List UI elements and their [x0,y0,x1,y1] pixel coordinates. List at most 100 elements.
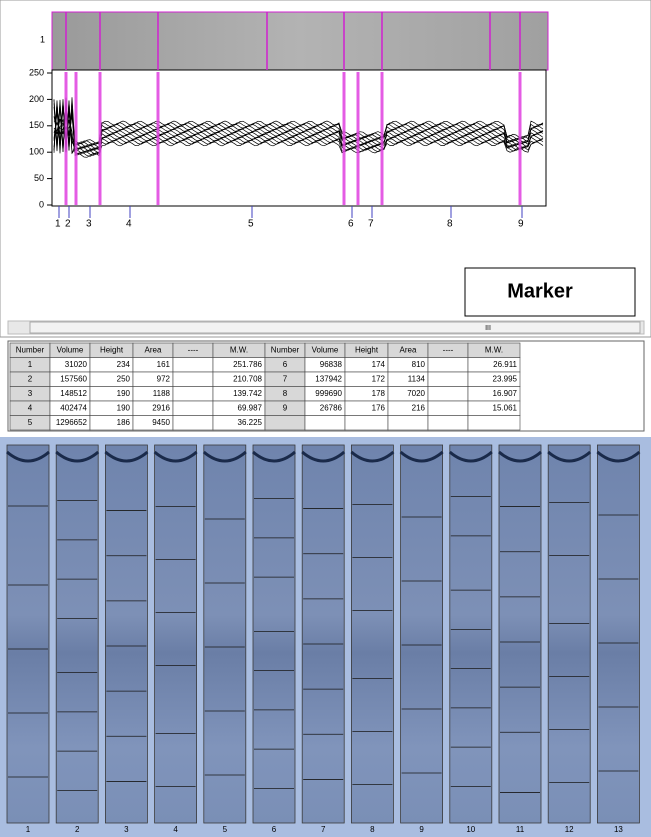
cell-text: 251.786 [233,360,262,369]
cell-text: 7020 [407,389,425,398]
cell-text: 1188 [153,389,171,398]
cell-text: 15.061 [493,403,518,412]
lane-label: 8 [370,825,375,834]
cell-text: 8 [283,389,288,398]
cell-text: 190 [117,403,131,412]
cell-text: 6 [283,360,288,369]
table-cell [468,416,520,431]
cell-text: 26.911 [493,360,517,369]
table-cell [345,416,388,431]
strip-label: 1 [40,34,45,44]
table-cell [173,387,213,402]
header-text: Area [145,345,162,354]
lane-label: 9 [419,825,424,834]
profile-plot [52,70,546,206]
cell-text: 176 [372,403,386,412]
cell-text: 69.987 [238,403,263,412]
header-text: Number [16,345,45,354]
cell-text: 9 [283,403,288,412]
header-text: M.W. [485,345,503,354]
page: 1 Marker III 250200150100500123456789Num… [0,0,651,837]
marker-label: 3 [86,219,92,230]
cell-text: 148512 [60,389,87,398]
marker-label: 9 [518,219,524,230]
gel-lane [597,445,639,823]
marker-button-label: Marker [507,280,573,302]
gel-lane [548,445,590,823]
gel-lane [401,445,443,823]
y-tick-label: 250 [29,67,44,77]
y-tick-label: 50 [34,173,44,183]
y-tick-label: 150 [29,120,44,130]
table-cell [428,416,468,431]
cell-text: 250 [117,374,131,383]
table-cell [305,416,345,431]
table-cell [173,401,213,416]
cell-text: 137942 [315,374,342,383]
table-cell [428,372,468,387]
scroll-thumb[interactable] [30,322,640,333]
cell-text: 26786 [320,403,343,412]
lane-label: 2 [75,825,80,834]
lane-label: 10 [466,825,475,834]
gel-lane [7,445,49,823]
cell-text: 172 [372,374,386,383]
cell-text: 402474 [60,403,87,412]
y-tick-label: 0 [39,199,44,209]
y-tick-label: 200 [29,94,44,104]
marker-label: 1 [55,219,61,230]
cell-text: 139.742 [233,389,262,398]
scroll-grip: III [485,325,491,332]
lane-label: 11 [516,825,525,834]
table-cell [173,372,213,387]
gel-lane [253,445,295,823]
table-cell [265,416,305,431]
table-cell [428,387,468,402]
header-text: Volume [57,345,84,354]
header-text: Number [271,345,300,354]
cell-text: 3 [28,389,33,398]
cell-text: 810 [412,360,426,369]
cell-text: 972 [157,374,171,383]
cell-text: 161 [157,360,171,369]
table-cell [428,358,468,373]
lane-label: 13 [614,825,623,834]
table-cell [388,416,428,431]
cell-text: 999690 [315,389,342,398]
header-text: Area [400,345,417,354]
cell-text: 178 [372,389,386,398]
header-text: ---- [443,345,454,354]
lane-label: 6 [272,825,277,834]
cell-text: 96838 [320,360,343,369]
lane-label: 12 [565,825,574,834]
table-cell [428,401,468,416]
lane-label: 3 [124,825,129,834]
lane-label: 4 [173,825,178,834]
cell-text: 4 [28,403,33,412]
cell-text: 31020 [65,360,88,369]
cell-text: 5 [28,418,33,427]
gel-lane [302,445,344,823]
screenshot: 1 Marker III 250200150100500123456789Num… [0,0,651,837]
gel-lane [105,445,147,823]
marker-label: 8 [447,219,453,230]
cell-text: 1134 [408,374,426,383]
gel-lane [499,445,541,823]
cell-text: 186 [117,418,131,427]
header-text: M.W. [230,345,248,354]
cell-text: 36.225 [238,418,263,427]
marker-label: 2 [65,219,71,230]
header-text: Height [355,345,379,354]
gel-lane [450,445,492,823]
marker-label: 7 [368,219,374,230]
cell-text: 234 [117,360,131,369]
cell-text: 9450 [152,418,170,427]
marker-label: 4 [126,219,132,230]
header-text: Height [100,345,124,354]
table-cell [173,416,213,431]
lane-label: 5 [223,825,228,834]
cell-text: 2916 [152,403,170,412]
table-cell [173,358,213,373]
cell-text: 7 [283,374,288,383]
cell-text: 216 [412,403,426,412]
